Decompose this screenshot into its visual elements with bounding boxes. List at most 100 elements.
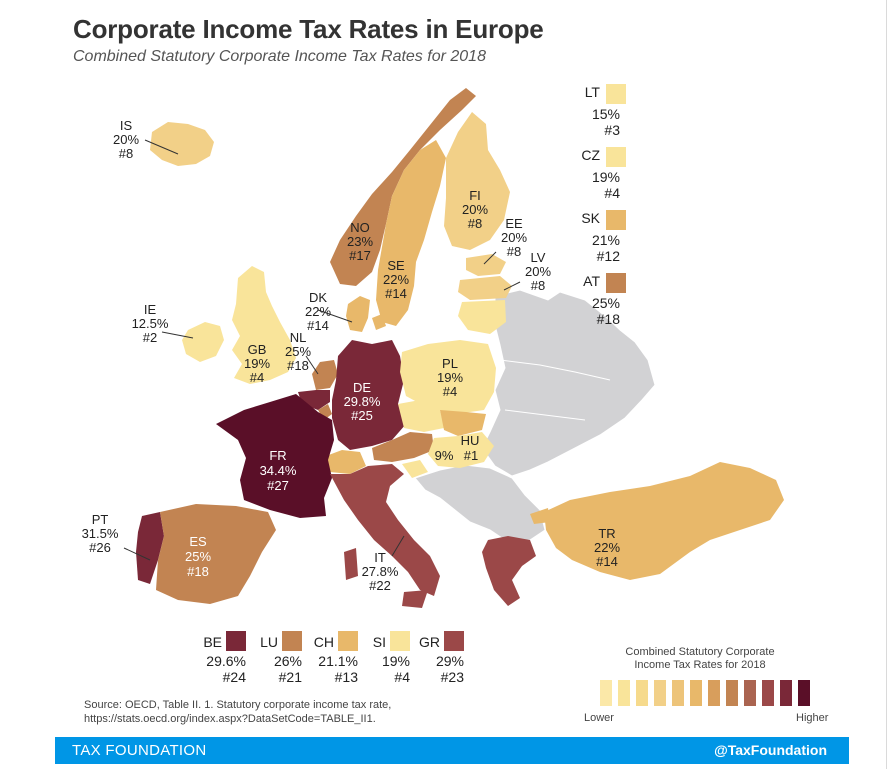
country-poland: [400, 340, 496, 414]
svg-text:22%: 22%: [383, 272, 409, 287]
bottom-legend-code: CH: [313, 634, 334, 650]
region-balkans: [414, 464, 546, 543]
frame-edge-right: [886, 0, 887, 769]
label-tr: TR 22% #14: [594, 526, 620, 569]
svg-text:#8: #8: [531, 278, 545, 293]
svg-text:ES: ES: [189, 534, 207, 549]
bottom-legend-code: SI: [372, 634, 386, 650]
scale-step: [798, 680, 810, 706]
color-swatch: [606, 210, 626, 230]
scale-step: [762, 680, 774, 706]
svg-text:#14: #14: [307, 318, 329, 333]
country-germany: [332, 340, 406, 450]
svg-text:PL: PL: [442, 356, 458, 371]
country-norway: [330, 88, 476, 286]
side-legend-rate: 25%: [591, 295, 620, 311]
svg-text:#8: #8: [468, 216, 482, 231]
legend-title-line2: Income Tax Rates for 2018: [634, 659, 766, 671]
scale-step: [672, 680, 684, 706]
label-es: ES 25% #18: [185, 534, 211, 579]
country-greece: [482, 536, 536, 606]
country-switzerland: [326, 450, 366, 474]
svg-text:IS: IS: [120, 118, 133, 133]
svg-text:23%: 23%: [347, 234, 373, 249]
bottom-legend-rate: 26%: [273, 653, 302, 669]
side-legend-rate: 19%: [591, 169, 620, 185]
country-netherlands: [312, 360, 338, 390]
svg-text:#1: #1: [464, 448, 478, 463]
svg-text:#27: #27: [267, 478, 289, 493]
side-legend-rank: #12: [596, 248, 620, 264]
country-turkey: [530, 462, 784, 580]
svg-text:31.5%: 31.5%: [82, 526, 119, 541]
scale-step: [654, 680, 666, 706]
country-finland: [444, 112, 510, 250]
country-latvia: [458, 276, 512, 300]
bottom-legend-rank: #13: [334, 669, 358, 685]
color-swatch: [606, 147, 626, 167]
svg-text:20%: 20%: [462, 202, 488, 217]
country-sweden: [376, 140, 446, 326]
country-italy: [330, 464, 440, 608]
svg-text:29.8%: 29.8%: [344, 394, 381, 409]
label-hu: HU 9% #1: [435, 433, 480, 463]
label-lv: LV 20% #8: [525, 250, 551, 293]
svg-text:#2: #2: [143, 330, 157, 345]
svg-text:20%: 20%: [525, 264, 551, 279]
svg-text:25%: 25%: [285, 344, 311, 359]
side-legend-rank: #18: [596, 311, 620, 327]
svg-text:DE: DE: [353, 380, 371, 395]
side-legend-code: LT: [584, 84, 600, 100]
label-is: IS 20% #8: [113, 118, 139, 161]
side-legend-rank: #3: [604, 122, 620, 138]
svg-text:19%: 19%: [437, 370, 463, 385]
label-gb: GB 19% #4: [244, 342, 270, 385]
scale-step: [618, 680, 630, 706]
label-nl: NL 25% #18: [285, 330, 311, 373]
svg-text:20%: 20%: [501, 230, 527, 245]
svg-text:20%: 20%: [113, 132, 139, 147]
svg-text:NO: NO: [350, 220, 370, 235]
side-legend-code: SK: [581, 210, 600, 226]
bottom-legend-rate: 19%: [381, 653, 410, 669]
svg-text:NL: NL: [290, 330, 307, 345]
svg-text:34.4%: 34.4%: [260, 463, 297, 478]
footer-brand: TAX FOUNDATION: [72, 742, 207, 759]
color-swatch: [390, 631, 410, 651]
side-legend-rank: #4: [604, 185, 620, 201]
svg-text:#8: #8: [507, 244, 521, 259]
leader-lines: [123, 139, 521, 561]
region-eastern-europe: [481, 289, 656, 477]
source-line2: https://stats.oecd.org/index.aspx?DataSe…: [84, 713, 376, 725]
label-no: NO 23% #17: [347, 220, 373, 263]
svg-text:22%: 22%: [305, 304, 331, 319]
bottom-legend-rank: #21: [278, 669, 302, 685]
country-luxembourg: [318, 404, 332, 420]
country-ireland: [182, 322, 224, 362]
color-swatch: [226, 631, 246, 651]
svg-text:IT: IT: [374, 550, 386, 565]
svg-text:#4: #4: [443, 384, 457, 399]
svg-text:22%: 22%: [594, 540, 620, 555]
label-se: SE 22% #14: [383, 258, 409, 301]
svg-text:#14: #14: [596, 554, 618, 569]
scale-step: [744, 680, 756, 706]
scale-step: [636, 680, 648, 706]
bottom-legend-rank: #23: [440, 669, 464, 685]
side-legend-code: AT: [583, 273, 600, 289]
svg-text:LV: LV: [531, 250, 546, 265]
bottom-legend-rank: #4: [394, 669, 410, 685]
country-slovakia: [440, 410, 486, 436]
country-iceland: [150, 122, 214, 166]
label-fi: FI 20% #8: [462, 188, 488, 231]
footer-handle[interactable]: @TaxFoundation: [714, 742, 827, 758]
svg-text:12.5%: 12.5%: [132, 316, 169, 331]
bottom-legend-code: GR: [419, 634, 440, 650]
svg-text:PT: PT: [92, 512, 109, 527]
svg-text:#4: #4: [250, 370, 264, 385]
side-legend-rate: 15%: [591, 106, 620, 122]
svg-text:#17: #17: [349, 248, 371, 263]
label-de: DE 29.8% #25: [344, 380, 381, 423]
svg-text:FR: FR: [269, 448, 286, 463]
country-slovenia: [402, 460, 428, 478]
